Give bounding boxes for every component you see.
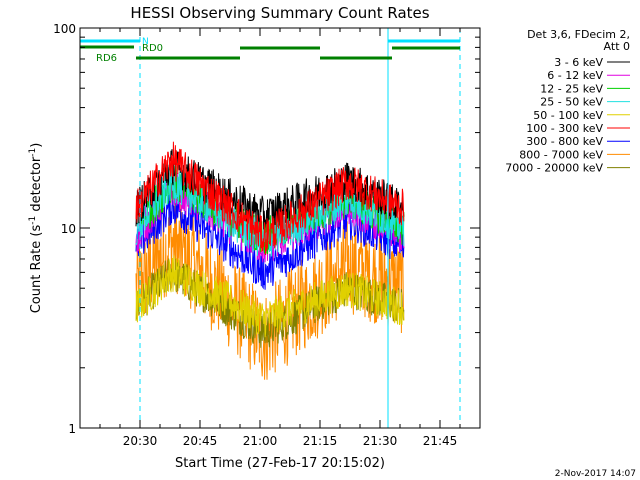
legend-label: 100 - 300 keV [526,122,603,135]
legend-label: 300 - 800 keV [526,135,603,148]
night-label: N [142,37,149,47]
legend-label: 800 - 7000 keV [519,148,603,161]
series-line-6 [135,189,405,290]
data-layer [135,141,405,380]
y-axis-label-tail: detector [29,156,44,216]
footer-date: 2-Nov-2017 14:07 [555,469,636,479]
x-tick-label: 20:45 [183,434,218,448]
rd6-label: RD6 [96,53,117,64]
x-tick-label: 21:15 [303,434,338,448]
legend-label: 6 - 12 keV [547,69,603,82]
y-axis-label: Count Rate (s-1 detector-1) [28,143,44,314]
y-tick-label: 10 [61,222,76,236]
x-axis: 20:30 20:45 21:00 21:15 21:30 21:45 [79,28,481,448]
legend-header-line1: Det 3,6, FDecim 2, [527,28,630,41]
y-axis-label-main: Count Rate (s [29,225,44,314]
series-line-4 [135,255,405,338]
x-tick-label: 21:30 [363,434,398,448]
series-line-5 [135,141,405,256]
legend-label: 7000 - 20000 keV [505,162,603,175]
y-axis-label-close: ) [29,143,44,148]
chart-title: HESSI Observing Summary Count Rates [130,4,429,22]
x-axis-label: Start Time (27-Feb-17 20:15:02) [175,456,385,471]
y-axis: 1 10 100 [53,22,480,436]
x-tick-label: 21:00 [243,434,278,448]
y-tick-label: 100 [53,22,76,36]
x-tick-label: 21:45 [423,434,458,448]
legend-label: 50 - 100 keV [533,109,603,122]
x-tick-label: 20:30 [123,434,158,448]
legend-label: 25 - 50 keV [540,96,603,109]
y-axis-label-sup: -1 [28,216,38,225]
legend-label: 3 - 6 keV [554,56,603,69]
rd0-label: RD0 [142,43,163,54]
legend-header-line2: Att 0 [604,40,630,53]
legend-label: 12 - 25 keV [540,82,603,95]
y-axis-label-sup2: -1 [28,148,38,157]
y-tick-label: 1 [68,422,76,436]
